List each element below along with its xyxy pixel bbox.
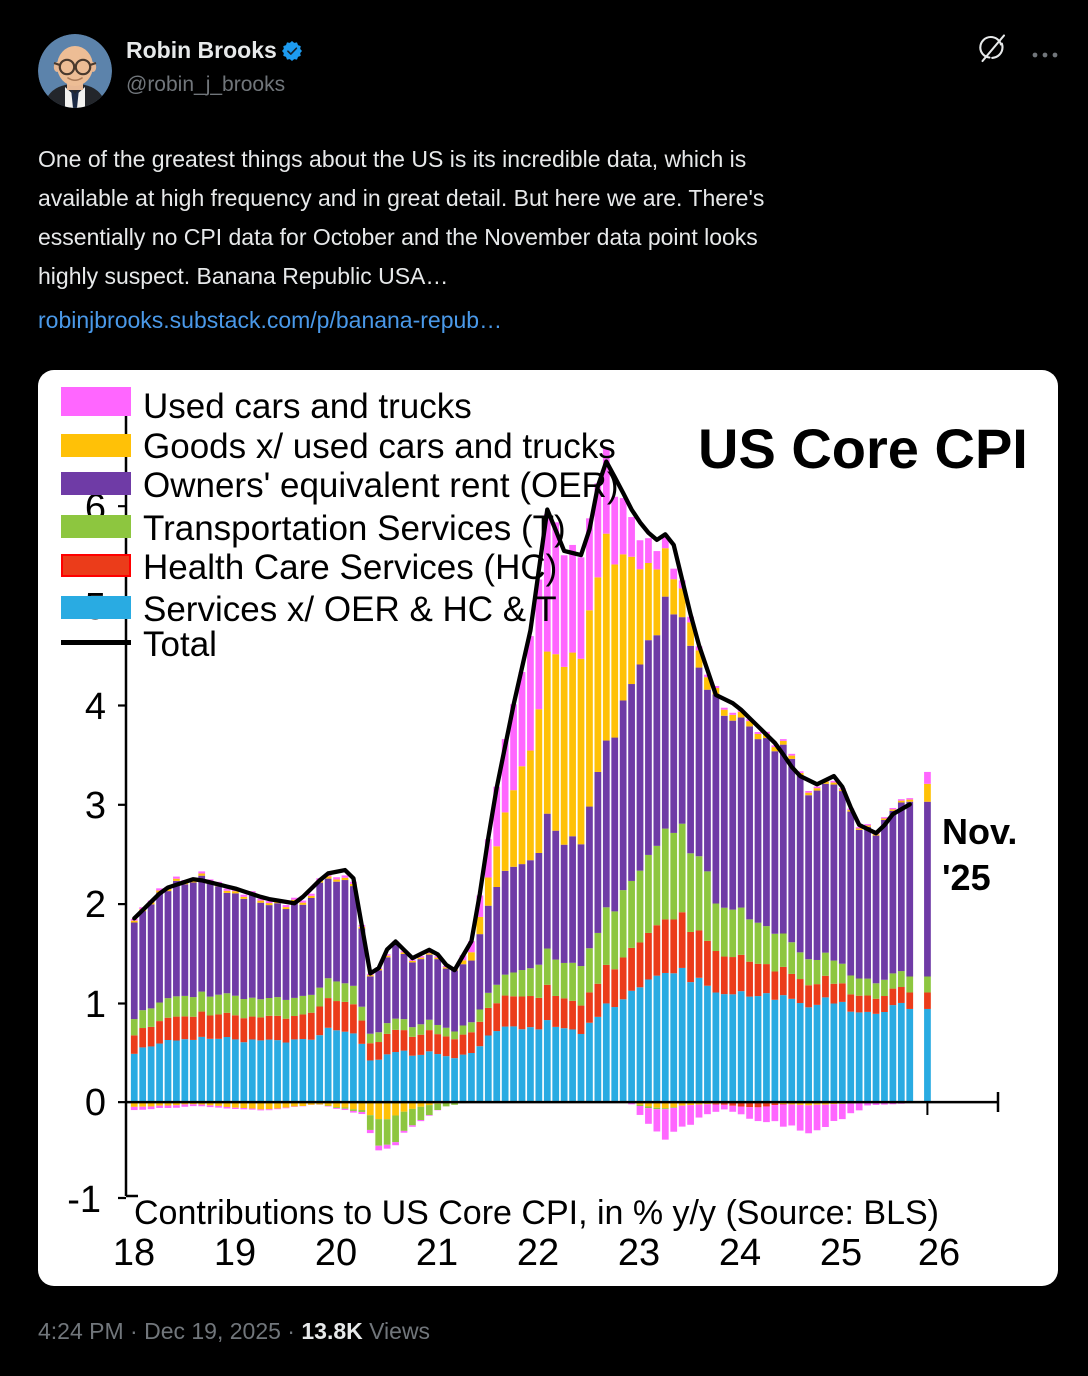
svg-text:4: 4 — [85, 686, 106, 728]
svg-text:Contributions to US Core CPI,: Contributions to US Core CPI, in % y/y (… — [134, 1194, 939, 1232]
svg-text:-1: -1 — [67, 1179, 101, 1221]
svg-text:1: 1 — [85, 984, 106, 1026]
svg-text:Nov.: Nov. — [942, 811, 1017, 852]
svg-text:25: 25 — [820, 1232, 862, 1274]
svg-text:3: 3 — [85, 785, 106, 827]
svg-text:US Core CPI: US Core CPI — [698, 417, 1028, 480]
svg-text:19: 19 — [214, 1232, 256, 1274]
svg-text:24: 24 — [719, 1232, 761, 1274]
svg-text:20: 20 — [315, 1232, 357, 1274]
svg-text:22: 22 — [517, 1232, 559, 1274]
svg-text:18: 18 — [113, 1232, 155, 1274]
svg-text:0: 0 — [85, 1082, 106, 1124]
svg-text:'25: '25 — [942, 857, 991, 898]
svg-text:21: 21 — [416, 1232, 458, 1274]
svg-text:2: 2 — [85, 884, 106, 926]
svg-text:26: 26 — [918, 1232, 960, 1274]
svg-text:23: 23 — [618, 1232, 660, 1274]
